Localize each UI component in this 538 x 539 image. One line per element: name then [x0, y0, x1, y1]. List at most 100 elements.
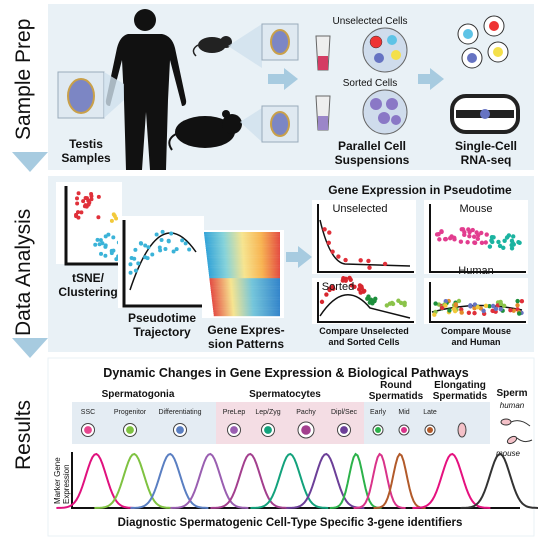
- tsne-dot: [76, 191, 81, 196]
- gene-expression-patterns-label: Gene Expres-: [207, 323, 284, 337]
- gene-expression-pseudotime-title: Gene Expression in Pseudotime: [328, 183, 512, 197]
- mouse-dot: [491, 235, 496, 240]
- mouse-dot: [516, 240, 521, 245]
- mouse-dot: [496, 239, 501, 245]
- tsne-dot: [86, 202, 91, 207]
- sperm-icon: [500, 418, 533, 445]
- human-dot: [439, 305, 445, 311]
- pseudotime-dot: [150, 252, 155, 257]
- human-dot: [451, 306, 457, 312]
- heatmap-row: [208, 267, 280, 270]
- pseudotime-dot: [154, 232, 159, 237]
- mouse-dot: [501, 245, 506, 251]
- human-dot: [498, 306, 503, 312]
- mouse-dot: [458, 239, 464, 244]
- unselected-dot: [330, 249, 335, 254]
- pseudotime-dot: [180, 238, 185, 243]
- mouse-dot: [497, 243, 503, 249]
- heatmap-row: [211, 292, 280, 296]
- stage-nucleus-icon: [176, 426, 184, 434]
- stage-label: PreLep: [223, 409, 246, 416]
- marker-curve: [329, 452, 382, 509]
- testis-samples-label: Testis: [69, 137, 103, 151]
- mouse-dot: [452, 235, 457, 240]
- stage-label: Pachy: [296, 409, 316, 416]
- section-label-sample-prep: Sample Prep: [12, 19, 35, 140]
- human-dot: [456, 298, 462, 304]
- sorted-dot: [396, 298, 401, 303]
- stage-nucleus-icon: [401, 427, 407, 433]
- heatmap-row: [207, 261, 280, 264]
- unselected-dot: [343, 257, 348, 263]
- mouse-dot: [474, 230, 479, 235]
- compare-unselected-sorted-label: and Sorted Cells: [328, 337, 399, 347]
- marker-curve: [250, 452, 329, 509]
- human-dot: [519, 298, 525, 304]
- marker-curve: [210, 452, 289, 509]
- tsne-label: Clustering: [58, 285, 117, 299]
- human-label: Human: [458, 265, 493, 277]
- parallel-suspensions-label: Suspensions: [335, 153, 410, 167]
- marker-gene-axis-label: Expression: [62, 464, 71, 504]
- pseudotime-dot: [133, 247, 138, 252]
- sorted-cells-label: Sorted Cells: [343, 78, 397, 89]
- tsne-dot: [96, 194, 101, 199]
- stage-nucleus-icon: [230, 426, 238, 434]
- pseudotime-dot: [146, 245, 151, 250]
- heatmap-row: [205, 240, 280, 243]
- heatmap-row: [207, 259, 280, 262]
- mouse-dot: [511, 234, 516, 239]
- tsne-dot: [75, 210, 80, 215]
- sorted-dot: [370, 301, 375, 306]
- heatmap-row: [206, 248, 280, 252]
- heatmap-row: [213, 313, 280, 317]
- human-silhouette-icon: [105, 9, 187, 170]
- down-arrow-icon: [12, 152, 48, 172]
- human-dot: [432, 312, 437, 317]
- heatmap-row: [209, 278, 280, 281]
- pseudotime-plot: [118, 216, 204, 308]
- pseudotime-dot: [143, 243, 148, 248]
- mouse-dot: [437, 237, 442, 242]
- mouse-dot: [484, 232, 489, 237]
- heatmap-row: [204, 234, 280, 237]
- heatmap-row: [213, 309, 280, 312]
- tsne-dot: [114, 216, 119, 221]
- human-dot: [459, 310, 464, 315]
- pseudotime-dot: [133, 268, 138, 273]
- mouse-dot: [489, 238, 494, 243]
- sorted-pseudotime-plot: [312, 275, 416, 324]
- mouse-dot: [479, 230, 484, 236]
- human-dot: [472, 310, 477, 316]
- sorted-dot: [368, 297, 374, 302]
- stage-nucleus-icon: [126, 426, 134, 434]
- sorted-dot: [349, 283, 355, 288]
- pseudotime-dot: [166, 239, 171, 244]
- unselected-dot: [326, 240, 331, 245]
- sperm-mouse-label: mouse: [496, 449, 521, 458]
- stage-label: SSC: [81, 409, 95, 416]
- sorted-cell-suspension: [362, 89, 408, 135]
- human-dot: [515, 298, 520, 304]
- heatmap-row: [208, 265, 280, 268]
- heatmap-row: [209, 276, 280, 279]
- unselected-dot: [327, 230, 332, 235]
- tsne-dot: [93, 242, 98, 247]
- mouse-dot: [483, 240, 488, 245]
- sorted-dot: [384, 303, 390, 308]
- tsne-dot: [103, 243, 108, 248]
- unselected-pseudotime-plot: [312, 200, 416, 274]
- mouse-dot: [502, 238, 507, 243]
- parallel-suspensions-label: Parallel Cell: [338, 139, 406, 153]
- human-dot: [443, 303, 448, 308]
- group-elongating-spermatids: Elongating: [434, 380, 486, 391]
- flow-arrow-icon: [286, 246, 312, 268]
- section-label-data-analysis: Data Analysis: [12, 209, 35, 336]
- microfluidic-device-icon: [450, 94, 520, 134]
- stage-label: Early: [370, 409, 386, 416]
- sorted-dot: [366, 294, 371, 299]
- stage-nucleus-icon: [301, 425, 311, 435]
- stage-nucleus-icon: [84, 426, 92, 434]
- heatmap-row: [207, 257, 280, 260]
- gene-expression-patterns-label: sion Patterns: [208, 337, 284, 351]
